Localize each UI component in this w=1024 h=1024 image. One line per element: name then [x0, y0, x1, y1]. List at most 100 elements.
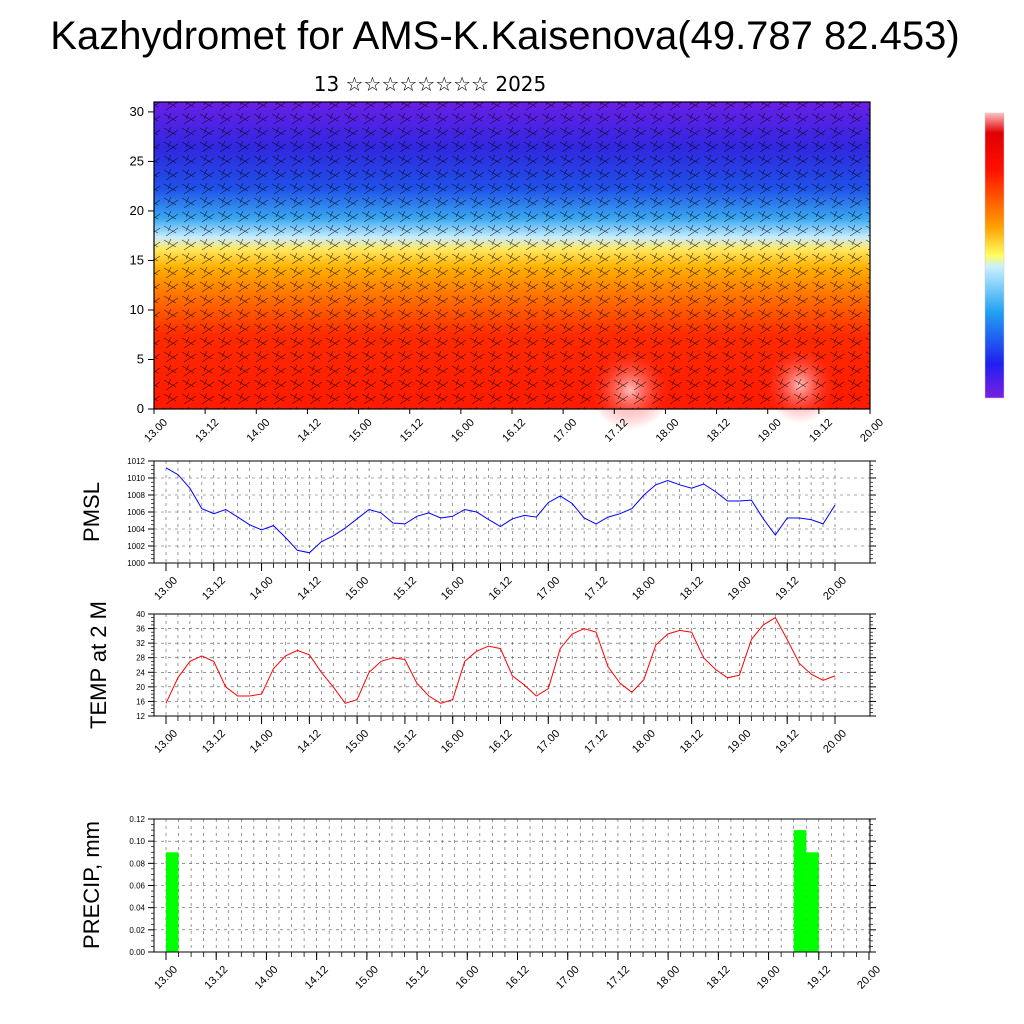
heatmap-y-tick-label: 10 [130, 302, 144, 317]
temp-x-tick-label: 15.12 [391, 728, 419, 756]
heatmap-x-tick-label: 17.00 [551, 417, 579, 445]
precip-y-tick-label: 0.02 [129, 926, 145, 935]
pmsl-x-axis: 13.00 13.12 14.00 14.12 15.00 15.12 16.00 16.12… [152, 563, 849, 603]
temp-x-tick-label: 20.00 [821, 728, 849, 756]
pmsl-y-tick-label: 1010 [127, 474, 145, 483]
temp-y-tick-label: 32 [136, 639, 145, 648]
precip-y-tick-label: 0.06 [129, 882, 145, 891]
pmsl-x-tick-label: 16.12 [487, 575, 515, 603]
precip-x-tick-label: 16.00 [453, 964, 481, 992]
precip-x-tick-label: 16.12 [504, 964, 532, 992]
precip-y-axis: 0.00 0.02 0.04 0.06 0.08 0.10 0.12 [129, 815, 876, 957]
heatmap-x-tick-label: 19.00 [756, 417, 784, 445]
temp-panel: 12 16 20 24 28 32 36 40 13.00 13.12 14.00 14.12 15.… [86, 601, 876, 756]
temp-x-tick-label: 18.12 [678, 728, 706, 756]
precip-x-tick-label: 13.12 [202, 964, 230, 992]
temp-y-tick-label: 28 [136, 654, 145, 663]
pmsl-y-tick-label: 1000 [127, 559, 145, 568]
precip-y-tick-label: 0.04 [129, 904, 145, 913]
heatmap-x-tick-label: 16.12 [500, 417, 528, 445]
pmsl-y-tick-label: 1002 [127, 542, 145, 551]
precip-bar [166, 852, 179, 953]
precip-grid [154, 818, 870, 953]
heatmap-y-tick-label: 30 [130, 104, 144, 119]
temp-grid [154, 613, 870, 717]
heatmap-y-tick-label: 0 [137, 401, 144, 416]
heatmap-panel: 0 5 10 15 20 25 30 13.00 13.12 14.00 14.12 15.00 15… [130, 101, 886, 445]
chart-title: Kazhydromet for AMS-K.Kaisenova(49.787 8… [50, 14, 960, 58]
temp-y-tick-label: 36 [136, 625, 145, 634]
pmsl-grid [154, 460, 870, 564]
pmsl-x-tick-label: 15.12 [391, 575, 419, 603]
temp-x-tick-label: 16.12 [487, 728, 515, 756]
pmsl-x-tick-label: 13.00 [152, 575, 180, 603]
chart-subtitle: 13 ☆☆☆☆☆☆☆☆ 2025 [313, 72, 547, 96]
pmsl-y-tick-label: 1012 [127, 457, 145, 466]
pmsl-x-tick-label: 20.00 [821, 575, 849, 603]
pmsl-x-tick-label: 14.12 [296, 575, 324, 603]
heatmap-x-tick-label: 14.12 [296, 417, 324, 445]
heatmap-x-tick-label: 15.00 [347, 417, 375, 445]
pmsl-x-tick-label: 15.00 [343, 575, 371, 603]
wind-barbs-overlay [154, 102, 870, 409]
pmsl-x-tick-label: 17.00 [534, 575, 562, 603]
temp-y-tick-label: 40 [136, 610, 145, 619]
precip-x-tick-label: 14.00 [253, 964, 281, 992]
temp-y-tick-label: 20 [136, 683, 145, 692]
heatmap-x-tick-label: 13.00 [142, 417, 170, 445]
precip-y-label: PRECIP, mm [79, 821, 104, 949]
precip-x-tick-label: 20.00 [855, 964, 883, 992]
heatmap-y-tick-label: 5 [137, 351, 144, 366]
temp-y-tick-label: 24 [136, 668, 145, 677]
temp-x-tick-label: 15.00 [343, 728, 371, 756]
temp-x-tick-label: 14.00 [248, 728, 276, 756]
precip-panel: 0.000.020.040.060.080.100.12 13.00 13.12 1… [79, 815, 883, 992]
heatmap-x-tick-label: 13.12 [193, 417, 221, 445]
precip-y-tick-label: 0.10 [129, 837, 145, 846]
pmsl-y-axis: 1000 1002 1004 1006 1008 1010 1012 [127, 457, 876, 568]
pmsl-x-tick-label: 19.00 [726, 575, 754, 603]
precip-x-tick-label: 19.12 [805, 964, 833, 992]
heatmap-y-tick-label: 25 [130, 153, 144, 168]
precip-bars [166, 830, 819, 953]
pmsl-y-tick-label: 1006 [127, 508, 145, 517]
heatmap-x-tick-label: 14.00 [244, 417, 272, 445]
heatmap-x-tick-label: 20.00 [858, 417, 886, 445]
pmsl-x-tick-label: 14.00 [248, 575, 276, 603]
temp-x-tick-label: 14.12 [296, 728, 324, 756]
precip-x-tick-label: 14.12 [303, 964, 331, 992]
pmsl-x-tick-label: 16.00 [439, 575, 467, 603]
pmsl-x-tick-label: 13.12 [200, 575, 228, 603]
precip-x-tick-label: 17.00 [554, 964, 582, 992]
temp-x-tick-label: 16.00 [439, 728, 467, 756]
pmsl-y-tick-label: 1004 [127, 525, 145, 534]
temp-x-tick-label: 13.12 [200, 728, 228, 756]
heatmap-x-tick-label: 16.00 [449, 417, 477, 445]
precip-y-tick-label: 0.12 [129, 815, 145, 824]
temp-y-axis: 12 16 20 24 28 32 36 40 [136, 610, 876, 721]
pmsl-x-tick-label: 18.12 [678, 575, 706, 603]
precip-bar [793, 830, 807, 952]
precip-x-tick-label: 19.00 [755, 964, 783, 992]
precip-bar [806, 852, 819, 953]
temp-x-tick-label: 19.00 [726, 728, 754, 756]
pmsl-x-tick-label: 18.00 [630, 575, 658, 603]
precip-x-tick-label: 15.00 [353, 964, 381, 992]
colorbar [984, 112, 1005, 399]
pmsl-x-tick-label: 17.12 [582, 575, 610, 603]
heatmap-y-tick-label: 15 [130, 252, 144, 267]
temp-x-tick-label: 18.00 [630, 728, 658, 756]
heatmap-x-axis: 13.00 13.12 14.00 14.12 15.00 15.12 16.00 16.12… [142, 409, 886, 445]
temp-y-tick-label: 12 [136, 712, 145, 721]
precip-y-tick-label: 0.00 [129, 948, 145, 957]
precip-x-tick-label: 13.00 [152, 964, 180, 992]
heatmap-y-tick-label: 20 [130, 203, 144, 218]
pmsl-y-tick-label: 1008 [127, 491, 145, 500]
temp-x-axis: 13.00 13.12 14.00 14.12 15.00 15.12 16.00 16.12… [152, 716, 849, 756]
heatmap-x-tick-label: 18.00 [654, 417, 682, 445]
precip-x-tick-label: 15.12 [403, 964, 431, 992]
precip-x-tick-label: 17.12 [604, 964, 632, 992]
temp-y-tick-label: 16 [136, 697, 145, 706]
